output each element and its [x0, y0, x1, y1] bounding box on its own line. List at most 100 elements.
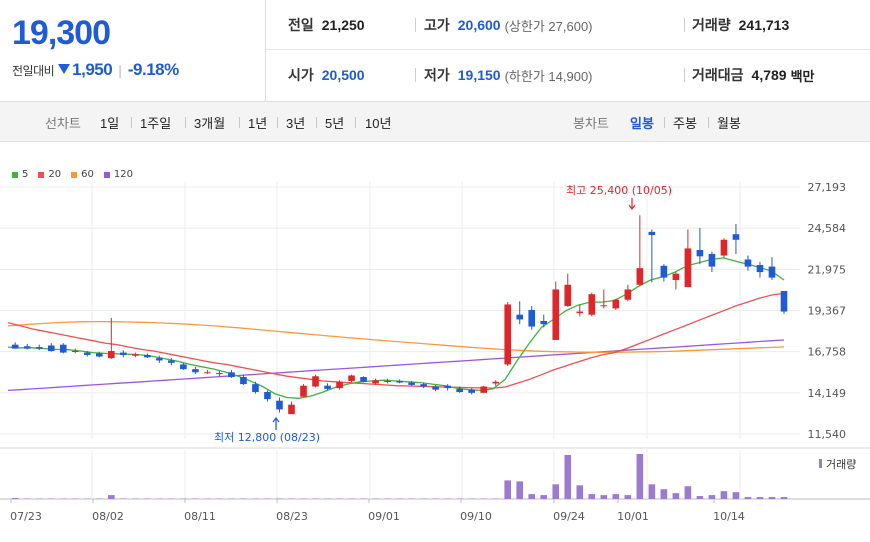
divider [415, 18, 416, 32]
prev-close-value: 21,250 [321, 17, 365, 33]
candle-body [504, 304, 512, 365]
divider [664, 117, 665, 128]
ma60-line [7, 320, 785, 353]
x-tick-label: 09/10 [460, 510, 492, 523]
candle-body [660, 265, 668, 278]
volume-bar [624, 495, 632, 499]
change-divider: | [118, 62, 122, 78]
candle-body [228, 372, 235, 378]
y-axis: 27,193 24,584 21,975 19,367 16,758 14,149 11,5… [808, 181, 847, 441]
candle-body [768, 266, 776, 278]
candle-body [648, 231, 656, 236]
x-tick-label: 07/23 [10, 510, 42, 523]
volume-bar [720, 491, 728, 499]
candle-body [516, 314, 524, 320]
candle-body [264, 392, 271, 400]
legend-label: 60 [81, 169, 94, 180]
current-price: 19,300 [12, 14, 111, 52]
candlesticks [11, 215, 788, 415]
candle-body [156, 358, 163, 361]
volume-bar [684, 486, 692, 499]
period-1year[interactable]: 1년 [248, 115, 268, 131]
price-panel: 19,300 전일대비 1,950 | -9.18% [0, 0, 266, 101]
volume-bar [648, 484, 656, 499]
volume-bar [11, 498, 19, 499]
period-3year[interactable]: 3년 [286, 115, 306, 131]
candle-body [59, 344, 67, 353]
candle-body [372, 380, 379, 384]
candle-body [108, 350, 115, 359]
legend-swatch [12, 171, 18, 178]
change-line: 전일대비 1,950 | -9.18% [12, 60, 179, 80]
low-arrow-icon [272, 417, 280, 430]
period-1week[interactable]: 1주일 [140, 115, 172, 131]
moving-average-lines [7, 257, 785, 399]
x-axis: 07/23 08/02 08/11 08/23 09/01 09/10 09/24 10/01… [10, 499, 745, 523]
candle-body [71, 350, 79, 352]
down-triangle-icon [57, 63, 71, 78]
legend-item-ma120: 120 [103, 169, 133, 180]
divider [185, 117, 186, 128]
candle-weekly[interactable]: 주봉 [673, 115, 697, 131]
candle-body [456, 388, 463, 393]
open-value: 20,500 [321, 67, 365, 83]
candle-body [47, 345, 55, 351]
candle-body [95, 353, 103, 357]
period-10year[interactable]: 10년 [365, 115, 392, 131]
candle-body [132, 354, 139, 356]
volume-bar [540, 495, 548, 499]
volume-legend-label: 거래량 [826, 458, 856, 471]
lower-limit: (하한가 14,900) [504, 68, 593, 84]
stats-row: 시가 20,500 저가 19,150 (하한가 14,900) 거래대금 4,… [266, 50, 870, 100]
candle-body [624, 289, 632, 300]
candle-body [432, 386, 439, 390]
period-selector-bar: 선차트 1일 1주일 3개월 1년 3년 5년 10년 봉차트 일봉 주봉 월봉 [0, 102, 870, 142]
volume-bar [504, 480, 512, 499]
divider [277, 117, 278, 128]
candle-monthly[interactable]: 월봉 [717, 115, 741, 131]
candle-body [23, 346, 31, 349]
candle-body [300, 385, 307, 397]
volume-bar [660, 489, 668, 499]
volume-bar [564, 454, 572, 499]
candle-body [408, 382, 415, 385]
volume-bar [672, 493, 680, 499]
low-value: 19,150 [457, 67, 501, 83]
divider [131, 117, 132, 128]
legend-label: 20 [48, 169, 62, 180]
trade-value-label: 거래대금 [692, 67, 744, 83]
volume-bar [708, 495, 716, 499]
high-arrow-icon [628, 198, 636, 210]
candle-body [35, 347, 43, 349]
candle-body [11, 344, 19, 349]
volume-bar [552, 484, 560, 499]
trade-value-unit: 백만 [790, 68, 815, 84]
divider [355, 117, 356, 128]
legend-item-ma5: 5 [12, 169, 28, 180]
prev-close-cell: 전일 21,250 [288, 0, 365, 50]
candle-body [288, 404, 295, 415]
volume-bar [576, 485, 584, 499]
change-label: 전일대비 [12, 63, 55, 78]
y-tick-label: 24,584 [808, 222, 847, 235]
legend-swatch [38, 171, 45, 178]
period-3month[interactable]: 3개월 [194, 115, 226, 131]
legend-swatch [71, 171, 78, 178]
ma20-line [7, 292, 785, 389]
candle-body [120, 352, 127, 355]
candle-body [216, 373, 223, 375]
volume-bar [516, 481, 524, 499]
volume-value: 241,713 [738, 17, 790, 33]
divider [239, 117, 240, 128]
change-value: 1,950 [72, 60, 113, 79]
low-cell: 저가 19,150 (하한가 14,900) [424, 50, 593, 100]
period-5year[interactable]: 5년 [325, 115, 345, 131]
candle-daily[interactable]: 일봉 [630, 115, 654, 131]
low-label: 저가 [424, 67, 450, 83]
candle-body [708, 253, 716, 267]
candle-body [672, 273, 680, 280]
candle-body [168, 360, 175, 363]
volume-bar [732, 492, 740, 499]
period-1day[interactable]: 1일 [100, 115, 120, 131]
price-chart[interactable]: 27,193 24,584 21,975 19,367 16,758 14,149 11,5… [0, 150, 870, 542]
